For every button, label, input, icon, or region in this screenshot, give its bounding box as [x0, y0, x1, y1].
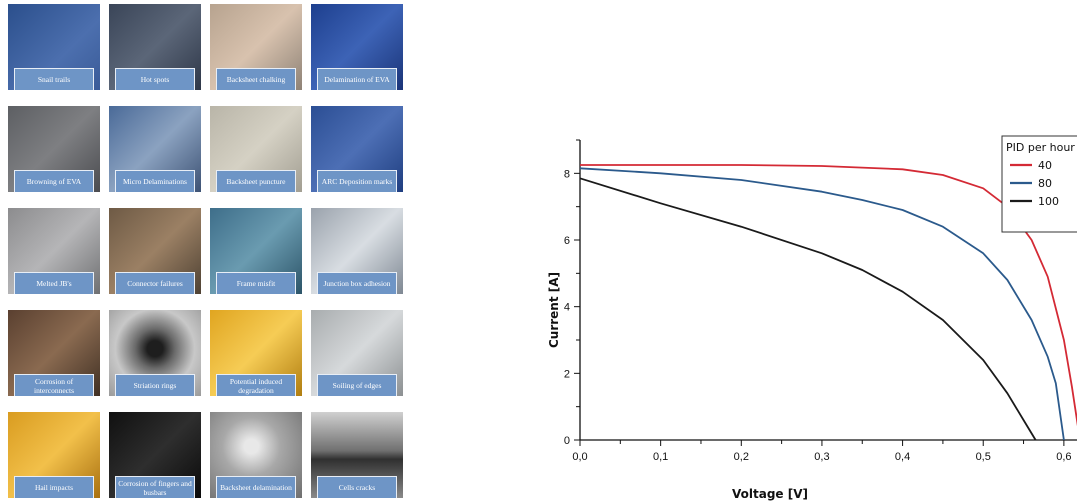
defect-photo-tile: Connector failures: [109, 208, 201, 294]
defect-photo-tile: Backsheet chalking: [210, 4, 302, 90]
defect-photo-tile: Junction box adhesion: [311, 208, 403, 294]
legend-label: 40: [1038, 159, 1052, 172]
defect-photo-tile: ARC Deposition marks: [311, 106, 403, 192]
defect-caption: Potential induced degradation: [216, 374, 296, 396]
defect-caption: Hail impacts: [14, 476, 94, 498]
defect-photo-tile: Melted JB's: [8, 208, 100, 294]
defect-photo-tile: Delamination of EVA: [311, 4, 403, 90]
defect-photo-tile: Striation rings: [109, 310, 201, 396]
defect-caption: Corrosion of fingers and busbars: [115, 476, 195, 498]
x-tick-label: 0,5: [976, 451, 991, 463]
y-tick-label: 2: [564, 368, 570, 380]
defect-photo-tile: Corrosion of interconnects: [8, 310, 100, 396]
defect-caption: Melted JB's: [14, 272, 94, 294]
defect-photo-tile: Frame misfit: [210, 208, 302, 294]
iv-curve-chart: 0,0 0,1 0,2 0,3 0,4 0,5 0,6 0 2 4 6 8 Voltage [V] C…: [547, 135, 1077, 501]
x-tick-label: 0,2: [734, 451, 749, 463]
defect-caption: Backsheet chalking: [216, 68, 296, 90]
defect-caption: Micro Delaminations: [115, 170, 195, 192]
defect-photo-tile: Soiling of edges: [311, 310, 403, 396]
defect-caption: ARC Deposition marks: [317, 170, 397, 192]
x-tick-label: 0,6: [1056, 451, 1071, 463]
y-tick-label: 4: [564, 302, 570, 314]
defect-photo-grid: Snail trails Hot spots Backsheet chalking D…: [0, 0, 430, 504]
legend: PID per hour 40 80 100: [1001, 135, 1077, 233]
legend-label: 80: [1038, 177, 1052, 190]
y-axis-label: Current [A]: [547, 272, 561, 348]
defect-caption: Delamination of EVA: [317, 68, 397, 90]
defect-photo-tile: Browning of EVA: [8, 106, 100, 192]
defect-photo-tile: Backsheet delamination: [210, 412, 302, 498]
y-tick-label: 0: [564, 435, 570, 447]
defect-caption: Connector failures: [115, 272, 195, 294]
series-line-40: [580, 164, 1077, 427]
defect-caption: Junction box adhesion: [317, 272, 397, 294]
defect-photo-tile: Hot spots: [109, 4, 201, 90]
defect-caption: Soiling of edges: [317, 374, 397, 396]
series-line-100: [579, 177, 1037, 441]
defect-photo-tile: Corrosion of fingers and busbars: [109, 412, 201, 498]
y-tick-label: 6: [564, 235, 570, 247]
plot-area: 0,0 0,1 0,2 0,3 0,4 0,5 0,6 0 2 4 6 8: [564, 139, 1077, 463]
x-tick-label: 0,0: [572, 451, 587, 463]
defect-photo-tile: Potential induced degradation: [210, 310, 302, 396]
defect-caption: Hot spots: [115, 68, 195, 90]
defect-photo-tile: Snail trails: [8, 4, 100, 90]
defect-caption: Cells cracks: [317, 476, 397, 498]
legend-label: 100: [1038, 195, 1059, 208]
x-axis-label: Voltage [V]: [732, 487, 808, 501]
defect-caption: Corrosion of interconnects: [14, 374, 94, 396]
x-tick-label: 0,4: [895, 451, 910, 463]
defect-caption: Browning of EVA: [14, 170, 94, 192]
defect-photo-tile: Cells cracks: [311, 412, 403, 498]
defect-caption: Backsheet delamination: [216, 476, 296, 498]
defect-photo-tile: Hail impacts: [8, 412, 100, 498]
y-tick-label: 8: [564, 168, 570, 180]
x-tick-label: 0,3: [814, 451, 829, 463]
x-tick-label: 0,1: [653, 451, 668, 463]
legend-title: PID per hour: [1006, 141, 1075, 154]
defect-photo-tile: Micro Delaminations: [109, 106, 201, 192]
defect-caption: Snail trails: [14, 68, 94, 90]
defect-caption: Backsheet puncture: [216, 170, 296, 192]
defect-caption: Frame misfit: [216, 272, 296, 294]
defect-photo-tile: Backsheet puncture: [210, 106, 302, 192]
defect-caption: Striation rings: [115, 374, 195, 396]
series-line-80: [579, 167, 1065, 441]
